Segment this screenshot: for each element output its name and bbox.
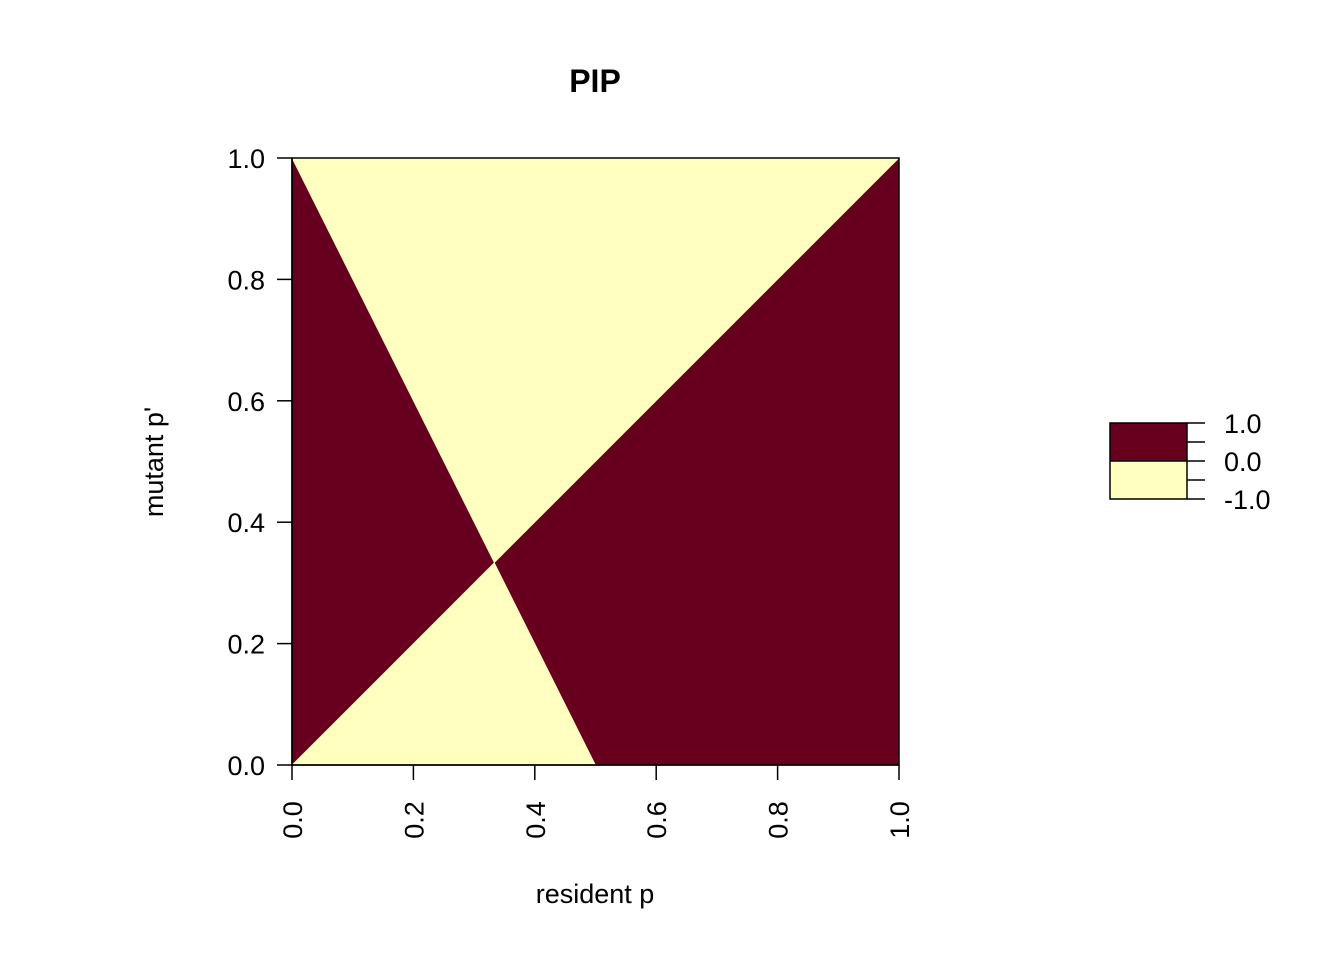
chart-title: PIP [569, 63, 621, 99]
x-tick-label: 0.6 [642, 801, 672, 839]
x-axis-label: resident p [536, 879, 655, 909]
legend-swatch-1 [1110, 461, 1187, 499]
x-axis: 0.0 0.2 0.4 0.6 0.8 1.0 [278, 764, 915, 839]
legend: 1.0 0.0 -1.0 [1109, 409, 1271, 515]
y-tick-label: 0.8 [227, 265, 265, 295]
y-tick-label: 1.0 [227, 144, 265, 174]
y-tick-label: 0.2 [227, 630, 265, 660]
y-tick-label: 0.0 [227, 751, 265, 781]
legend-label: 0.0 [1224, 447, 1262, 477]
y-tick-label: 0.6 [227, 387, 265, 417]
y-axis: 0.0 0.2 0.4 0.6 0.8 1.0 [227, 144, 293, 781]
x-tick-label: 0.2 [399, 801, 429, 839]
x-tick-label: 1.0 [885, 801, 915, 839]
legend-label: -1.0 [1224, 485, 1271, 515]
legend-label: 1.0 [1224, 409, 1262, 439]
y-axis-label: mutant p' [139, 407, 169, 517]
x-tick-label: 0.4 [521, 801, 551, 839]
plot-regions [291, 157, 900, 766]
x-tick-label: 0.0 [278, 801, 308, 839]
x-tick-label: 0.8 [764, 801, 794, 839]
legend-swatch-0 [1110, 423, 1187, 461]
y-tick-label: 0.4 [227, 508, 265, 538]
